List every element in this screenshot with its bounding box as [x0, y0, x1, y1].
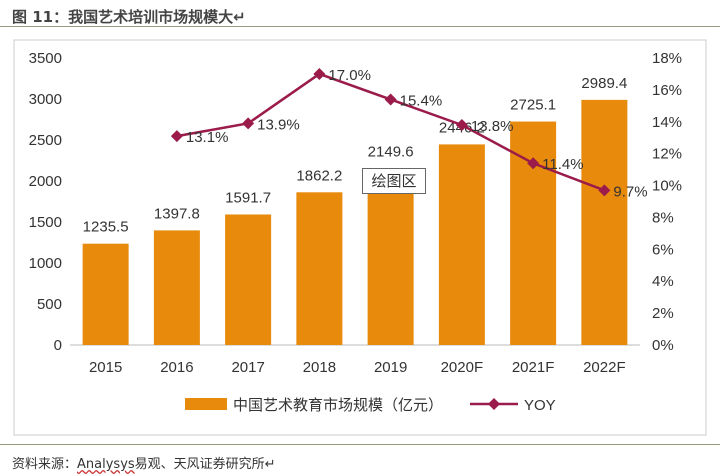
y-tick-label: 2500 — [29, 132, 62, 149]
yoy-label: 13.8% — [471, 118, 514, 135]
x-tick-label: 2020F — [441, 359, 484, 376]
y2-tick-label: 10% — [652, 178, 682, 195]
chart-frame — [13, 39, 707, 436]
bar — [367, 168, 414, 345]
y-tick-label: 1000 — [29, 255, 62, 272]
y2-tick-label: 4% — [652, 273, 674, 290]
bar-label: 1397.8 — [154, 205, 200, 222]
yoy-label: 9.7% — [613, 183, 647, 200]
bar-label: 2149.6 — [368, 144, 414, 161]
y-tick-label: 500 — [37, 296, 62, 313]
source-brand: Analysys — [77, 457, 135, 472]
legend-bar-swatch — [185, 398, 227, 410]
legend-line-label: YOY — [524, 397, 556, 414]
y2-tick-label: 8% — [652, 209, 674, 226]
y2-tick-label: 2% — [652, 305, 674, 322]
yoy-marker — [384, 93, 397, 106]
figure-title: 图 11：我国艺术培训市场规模大↵ — [12, 8, 246, 26]
yoy-label: 17.0% — [328, 67, 371, 84]
yoy-marker — [170, 130, 183, 143]
source-label: 资料来源： — [12, 457, 78, 472]
yoy-marker — [598, 184, 611, 197]
source-note: 资料来源：Analysys易观、天风证券研究所↵ — [12, 453, 276, 472]
bar — [225, 214, 272, 345]
bar-label: 1862.2 — [296, 167, 342, 184]
yoy-marker — [527, 157, 540, 170]
bar — [581, 99, 628, 345]
legend-bar-label: 中国艺术教育市场规模（亿元） — [233, 397, 443, 414]
bar — [153, 230, 200, 345]
bar — [82, 243, 129, 345]
yoy-label: 13.9% — [257, 116, 300, 133]
divider — [0, 444, 720, 445]
x-tick-label: 2019 — [374, 359, 407, 376]
x-tick-label: 2018 — [303, 359, 336, 376]
yoy-label: 15.4% — [400, 92, 443, 109]
y2-tick-label: 16% — [652, 82, 682, 99]
divider — [0, 26, 720, 27]
y2-tick-label: 0% — [652, 337, 674, 354]
yoy-marker — [455, 118, 468, 131]
chart: 0 500 1000 1500 2000 2500 3000 3500 0% 2% 4% 6% 8% 10… — [13, 39, 707, 436]
yoy-label: 13.1% — [186, 129, 229, 146]
x-tick-label: 2021F — [512, 359, 555, 376]
bar-label: 2989.4 — [581, 75, 627, 92]
x-tick-label: 2015 — [89, 359, 122, 376]
bar-label: 1235.5 — [83, 219, 129, 236]
y-tick-label: 2000 — [29, 173, 62, 190]
yoy-label: 11.4% — [542, 156, 583, 173]
y-tick-label: 1500 — [29, 214, 62, 231]
x-tick-label: 2022F — [583, 359, 626, 376]
y2-tick-label: 18% — [652, 50, 682, 67]
legend-line-marker — [488, 398, 500, 410]
tooltip: 绘图区 — [362, 168, 426, 194]
y-tick-label: 3000 — [29, 91, 62, 108]
bar — [438, 144, 485, 345]
y-tick-label: 0 — [54, 337, 62, 354]
y2-tick-label: 6% — [652, 241, 674, 258]
yoy-marker — [242, 117, 255, 130]
y-tick-label: 3500 — [29, 50, 62, 67]
x-tick-label: 2017 — [231, 359, 264, 376]
yoy-marker — [313, 67, 326, 80]
y2-tick-label: 14% — [652, 114, 682, 131]
x-tick-label: 2016 — [160, 359, 193, 376]
bar — [296, 192, 343, 345]
y2-tick-label: 12% — [652, 146, 682, 163]
bar-label: 1591.7 — [225, 189, 271, 206]
bar-label: 2725.1 — [510, 97, 556, 114]
source-rest: 易观、天风证券研究所↵ — [134, 457, 276, 472]
